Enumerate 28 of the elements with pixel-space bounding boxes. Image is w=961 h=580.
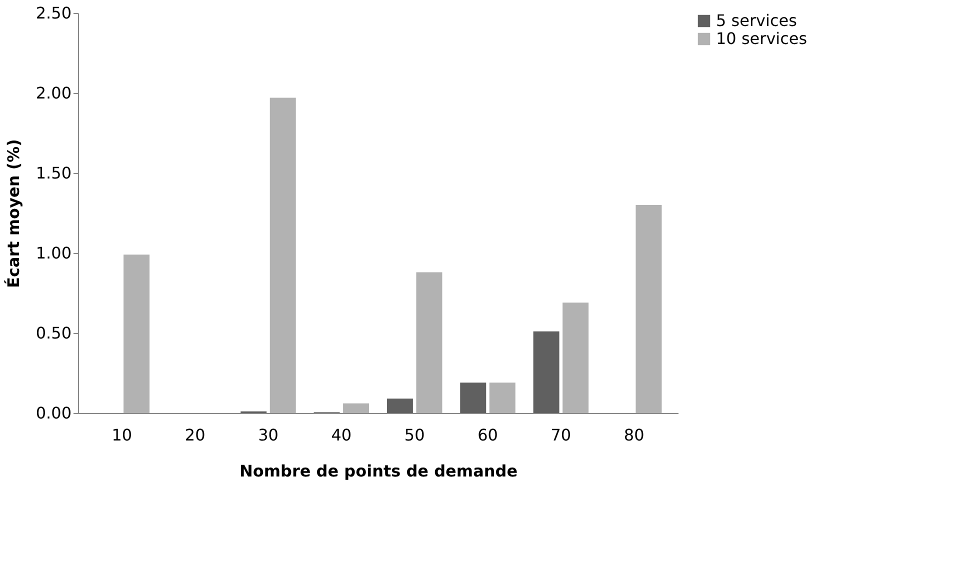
bar	[533, 331, 560, 413]
x-tick-label: 10	[112, 426, 132, 444]
legend-label: 5 services	[716, 11, 797, 30]
x-tick-label: 80	[624, 426, 644, 444]
bar	[270, 98, 296, 413]
x-tick-label: 20	[184, 426, 206, 444]
bar	[636, 205, 662, 413]
bar	[460, 382, 486, 413]
y-axis-title: Écart moyen (%)	[4, 139, 23, 288]
bar	[562, 302, 589, 413]
bar	[386, 398, 413, 413]
y-tick-label: 2.00	[36, 84, 72, 102]
x-axis-title: Nombre de points de demande	[239, 462, 518, 480]
y-tick-label: 0.00	[36, 404, 72, 422]
y-tick-label: 1.50	[36, 164, 72, 182]
x-tick-label: 50	[404, 426, 425, 444]
x-tick-label: 70	[550, 426, 572, 444]
bar	[343, 403, 370, 413]
bar	[416, 272, 442, 413]
y-tick-label: 1.00	[36, 244, 72, 262]
y-tick-label: 2.50	[36, 4, 72, 22]
x-tick-label: 60	[478, 426, 498, 444]
bar	[124, 254, 150, 413]
x-tick-label: 40	[331, 426, 352, 444]
y-tick-label: 0.50	[36, 324, 72, 342]
x-tick-label: 30	[258, 426, 278, 444]
bar	[489, 382, 516, 413]
legend-label: 10 services	[716, 29, 808, 48]
